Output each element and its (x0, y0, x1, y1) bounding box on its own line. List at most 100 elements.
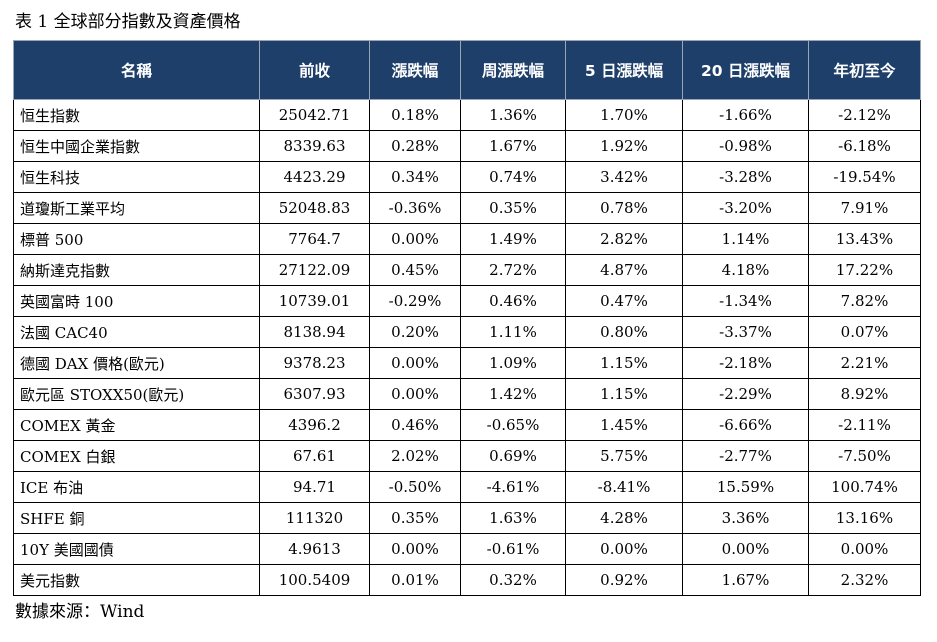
cell-20d-change: -2.18% (682, 347, 809, 379)
cell-name: 納斯達克指數 (13, 254, 260, 286)
cell-ytd: 2.32% (808, 564, 921, 596)
cell-20d-change: -6.66% (682, 409, 809, 441)
cell-ytd: 100.74% (808, 471, 921, 503)
cell-change: 0.20% (369, 316, 461, 348)
cell-5d-change: 1.70% (565, 99, 683, 131)
cell-prev-close: 94.71 (259, 471, 370, 503)
header-row: 名稱 前收 漲跌幅 周漲跌幅 5 日漲跌幅 20 日漲跌幅 年初至今 (13, 40, 921, 100)
cell-weekly-change: 1.49% (460, 223, 566, 255)
cell-20d-change: -0.98% (682, 130, 809, 162)
cell-weekly-change: 2.72% (460, 254, 566, 286)
cell-ytd: -2.11% (808, 409, 921, 441)
table-caption: 表 1 全球部分指數及資產價格 (15, 12, 241, 32)
table-row: ICE 布油 94.71 -0.50% -4.61% -8.41% 15.59% 100.7… (13, 471, 921, 503)
cell-weekly-change: 0.74% (460, 161, 566, 193)
cell-weekly-change: 1.63% (460, 502, 566, 534)
column-header-5d-change: 5 日漲跌幅 (565, 40, 683, 100)
cell-prev-close: 100.5409 (259, 564, 370, 596)
cell-name: 法國 CAC40 (13, 316, 260, 348)
cell-prev-close: 25042.71 (259, 99, 370, 131)
cell-prev-close: 4423.29 (259, 161, 370, 193)
cell-20d-change: 0.00% (682, 533, 809, 565)
table-row: 德國 DAX 價格(歐元) 9378.23 0.00% 1.09% 1.15% -2.18… (13, 347, 921, 379)
cell-prev-close: 9378.23 (259, 347, 370, 379)
cell-name: 恒生指數 (13, 99, 260, 131)
cell-weekly-change: 1.42% (460, 378, 566, 410)
cell-5d-change: 3.42% (565, 161, 683, 193)
cell-name: 道瓊斯工業平均 (13, 192, 260, 224)
cell-weekly-change: 0.32% (460, 564, 566, 596)
cell-change: 0.00% (369, 533, 461, 565)
table-row: 10Y 美國國債 4.9613 0.00% -0.61% 0.00% 0.00% 0.00% (13, 533, 921, 565)
cell-5d-change: 5.75% (565, 440, 683, 472)
cell-prev-close: 27122.09 (259, 254, 370, 286)
cell-5d-change: 1.15% (565, 378, 683, 410)
cell-change: -0.29% (369, 285, 461, 317)
cell-change: 0.00% (369, 223, 461, 255)
cell-ytd: 13.16% (808, 502, 921, 534)
table-header: 名稱 前收 漲跌幅 周漲跌幅 5 日漲跌幅 20 日漲跌幅 年初至今 (13, 40, 921, 100)
table-row: 納斯達克指數 27122.09 0.45% 2.72% 4.87% 4.18% 17.22% (13, 254, 921, 286)
cell-prev-close: 111320 (259, 502, 370, 534)
cell-prev-close: 8138.94 (259, 316, 370, 348)
cell-ytd: 13.43% (808, 223, 921, 255)
cell-5d-change: 1.92% (565, 130, 683, 162)
cell-name: 英國富時 100 (13, 285, 260, 317)
cell-change: 0.01% (369, 564, 461, 596)
cell-20d-change: 4.18% (682, 254, 809, 286)
table-row: SHFE 銅 111320 0.35% 1.63% 4.28% 3.36% 13.16% (13, 502, 921, 534)
cell-change: -0.50% (369, 471, 461, 503)
cell-ytd: 2.21% (808, 347, 921, 379)
cell-prev-close: 8339.63 (259, 130, 370, 162)
cell-20d-change: -3.28% (682, 161, 809, 193)
cell-ytd: 17.22% (808, 254, 921, 286)
cell-weekly-change: -0.61% (460, 533, 566, 565)
cell-weekly-change: -4.61% (460, 471, 566, 503)
cell-change: 0.00% (369, 347, 461, 379)
cell-ytd: 0.00% (808, 533, 921, 565)
table-body: 恒生指數 25042.71 0.18% 1.36% 1.70% -1.66% -2.12% 恒… (13, 99, 921, 596)
cell-20d-change: -1.66% (682, 99, 809, 131)
table-row: COMEX 白銀 67.61 2.02% 0.69% 5.75% -2.77% -7.50% (13, 440, 921, 472)
cell-prev-close: 52048.83 (259, 192, 370, 224)
table-row: COMEX 黃金 4396.2 0.46% -0.65% 1.45% -6.66% -2.1… (13, 409, 921, 441)
cell-20d-change: 3.36% (682, 502, 809, 534)
cell-name: 10Y 美國國債 (13, 533, 260, 565)
cell-name: 標普 500 (13, 223, 260, 255)
cell-change: 0.18% (369, 99, 461, 131)
cell-change: -0.36% (369, 192, 461, 224)
cell-ytd: 7.82% (808, 285, 921, 317)
cell-prev-close: 4.9613 (259, 533, 370, 565)
cell-5d-change: 4.87% (565, 254, 683, 286)
cell-5d-change: 2.82% (565, 223, 683, 255)
table-row: 歐元區 STOXX50(歐元) 6307.93 0.00% 1.42% 1.15% -2.… (13, 378, 921, 410)
cell-change: 0.28% (369, 130, 461, 162)
cell-5d-change: 0.92% (565, 564, 683, 596)
cell-ytd: 0.07% (808, 316, 921, 348)
cell-5d-change: 4.28% (565, 502, 683, 534)
cell-name: ICE 布油 (13, 471, 260, 503)
cell-name: 歐元區 STOXX50(歐元) (13, 378, 260, 410)
cell-20d-change: -3.37% (682, 316, 809, 348)
cell-ytd: -6.18% (808, 130, 921, 162)
table-row: 標普 500 7764.7 0.00% 1.49% 2.82% 1.14% 13.43% (13, 223, 921, 255)
cell-name: 美元指數 (13, 564, 260, 596)
table-row: 恒生中國企業指數 8339.63 0.28% 1.67% 1.92% -0.98% -6.1… (13, 130, 921, 162)
cell-weekly-change: 1.36% (460, 99, 566, 131)
table-row: 美元指數 100.5409 0.01% 0.32% 0.92% 1.67% 2.32% (13, 564, 921, 596)
cell-prev-close: 4396.2 (259, 409, 370, 441)
table-row: 道瓊斯工業平均 52048.83 -0.36% 0.35% 0.78% -3.20% 7.9… (13, 192, 921, 224)
column-header-change: 漲跌幅 (369, 40, 461, 100)
cell-change: 0.35% (369, 502, 461, 534)
cell-20d-change: -1.34% (682, 285, 809, 317)
index-price-table: 名稱 前收 漲跌幅 周漲跌幅 5 日漲跌幅 20 日漲跌幅 年初至今 恒生指數 25042.7… (13, 40, 921, 596)
cell-5d-change: -8.41% (565, 471, 683, 503)
cell-weekly-change: 0.46% (460, 285, 566, 317)
column-header-weekly-change: 周漲跌幅 (460, 40, 566, 100)
cell-name: 恒生中國企業指數 (13, 130, 260, 162)
cell-ytd: 8.92% (808, 378, 921, 410)
cell-name: COMEX 黃金 (13, 409, 260, 441)
cell-5d-change: 1.45% (565, 409, 683, 441)
cell-name: 恒生科技 (13, 161, 260, 193)
table-row: 英國富時 100 10739.01 -0.29% 0.46% 0.47% -1.34% 7.… (13, 285, 921, 317)
